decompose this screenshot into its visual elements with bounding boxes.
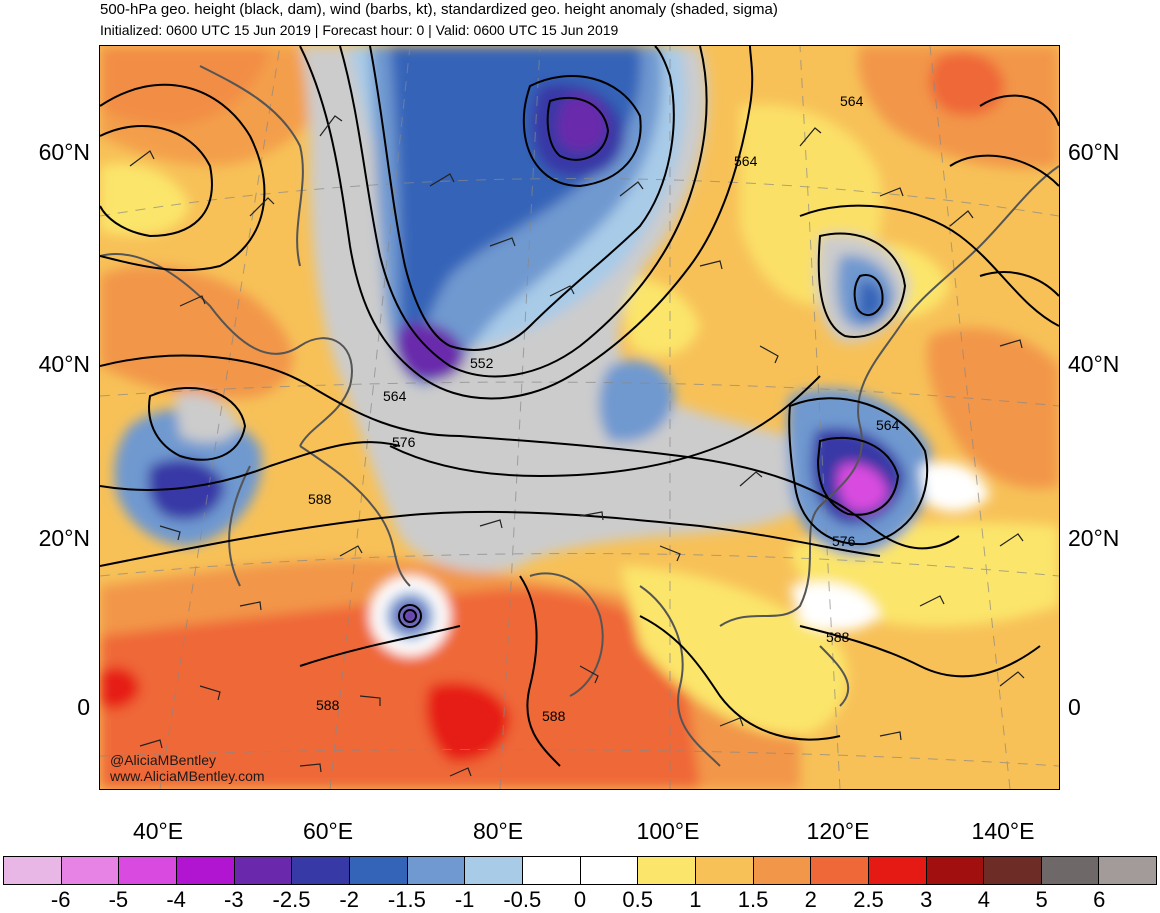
- colorbar-label: 1: [689, 887, 702, 912]
- contour-label: 576: [392, 434, 416, 450]
- lon-label: 120°E: [806, 818, 870, 844]
- colorbar-box: [984, 857, 1042, 884]
- colorbar-label: -4: [166, 887, 186, 912]
- colorbar-label: -0.5: [503, 887, 542, 912]
- lon-label: 140°E: [971, 818, 1035, 844]
- contour-label: 588: [308, 491, 332, 507]
- colorbar: [3, 856, 1157, 885]
- height-contours: [100, 46, 1059, 767]
- colorbar-box: [926, 857, 985, 884]
- graticule: [100, 46, 1059, 789]
- colorbar-box: [465, 857, 523, 884]
- contour-label: 588: [542, 708, 566, 724]
- colorbar-box: [349, 857, 408, 884]
- lat-label-right: 40°N: [1068, 351, 1120, 377]
- colorbar-box: [4, 857, 62, 884]
- wind-barbs: [129, 115, 1025, 777]
- map-panel: 564 564 564 552 564 576 588 576 588 588 …: [99, 45, 1060, 790]
- colorbar-box: [119, 857, 177, 884]
- lat-label-left: 40°N: [38, 351, 90, 377]
- colorbar-box: [695, 857, 754, 884]
- colorbar-box: [868, 857, 927, 884]
- colorbar-box: [1041, 857, 1100, 884]
- colorbar-label: -1.5: [387, 887, 426, 912]
- contour-label: 564: [383, 388, 407, 404]
- lat-label-left: 0: [77, 694, 90, 720]
- colorbar-label: -2.5: [272, 887, 311, 912]
- map-svg: 564 564 564 552 564 576 588 576 588 588 …: [100, 46, 1059, 789]
- colorbar-box: [753, 857, 812, 884]
- contour-label: 564: [840, 93, 864, 109]
- colorbar-label: -6: [50, 887, 71, 912]
- contour-label: 564: [734, 153, 758, 169]
- colorbar-label: 4: [977, 887, 991, 912]
- lat-label-right: 20°N: [1068, 525, 1120, 551]
- contour-label: 576: [832, 533, 856, 549]
- colorbar-label: 0: [573, 887, 587, 912]
- colorbar-box: [638, 857, 696, 884]
- colorbar-label: 2.5: [853, 887, 884, 912]
- credit-website: www.AliciaMBentley.com: [110, 768, 265, 784]
- colorbar-label: 6: [1093, 887, 1106, 912]
- contour-label: 552: [470, 355, 494, 371]
- lat-label-left: 60°N: [38, 139, 90, 165]
- coastlines: [100, 65, 1059, 767]
- colorbar-label: 0.5: [622, 887, 653, 912]
- colorbar-label: -5: [108, 887, 129, 912]
- lon-label: 100°E: [636, 818, 700, 844]
- lat-label-right: 60°N: [1068, 139, 1120, 165]
- lon-label: 40°E: [132, 818, 184, 844]
- colorbar-label: -2: [339, 887, 359, 912]
- anomaly-shading: [100, 46, 1059, 789]
- colorbar-box: [176, 857, 235, 884]
- credit-handle: @AliciaMBentley: [110, 752, 217, 768]
- colorbar-box: [234, 857, 293, 884]
- colorbar-label: -1: [454, 887, 475, 912]
- contour-label: 564: [876, 417, 900, 433]
- colorbar-label: 1.5: [737, 887, 769, 912]
- colorbar-label: 2: [804, 887, 817, 912]
- contour-label: 588: [316, 697, 340, 713]
- colorbar-label: -3: [224, 887, 244, 912]
- colorbar-label: 5: [1035, 887, 1048, 912]
- lon-label: 80°E: [472, 818, 524, 844]
- colorbar-label: 3: [920, 887, 933, 912]
- colorbar-box: [292, 857, 350, 884]
- colorbar-box: [61, 857, 120, 884]
- colorbar-box: [811, 857, 869, 884]
- lat-label-right: 0: [1068, 694, 1081, 720]
- lat-label-left: 20°N: [38, 525, 90, 551]
- contour-labels: 564 564 564 552 564 576 588 576 588 588 …: [308, 93, 900, 724]
- lon-label: 60°E: [302, 818, 354, 844]
- contour-label: 588: [826, 629, 850, 645]
- colorbar-box: [580, 857, 639, 884]
- colorbar-box: [522, 857, 581, 884]
- chart-title: 500-hPa geo. height (black, dam), wind (…: [100, 1, 778, 18]
- colorbar-box: [1099, 857, 1157, 884]
- colorbar-box: [407, 857, 466, 884]
- chart-subtitle: Initialized: 0600 UTC 15 Jun 2019 | Fore…: [100, 22, 619, 38]
